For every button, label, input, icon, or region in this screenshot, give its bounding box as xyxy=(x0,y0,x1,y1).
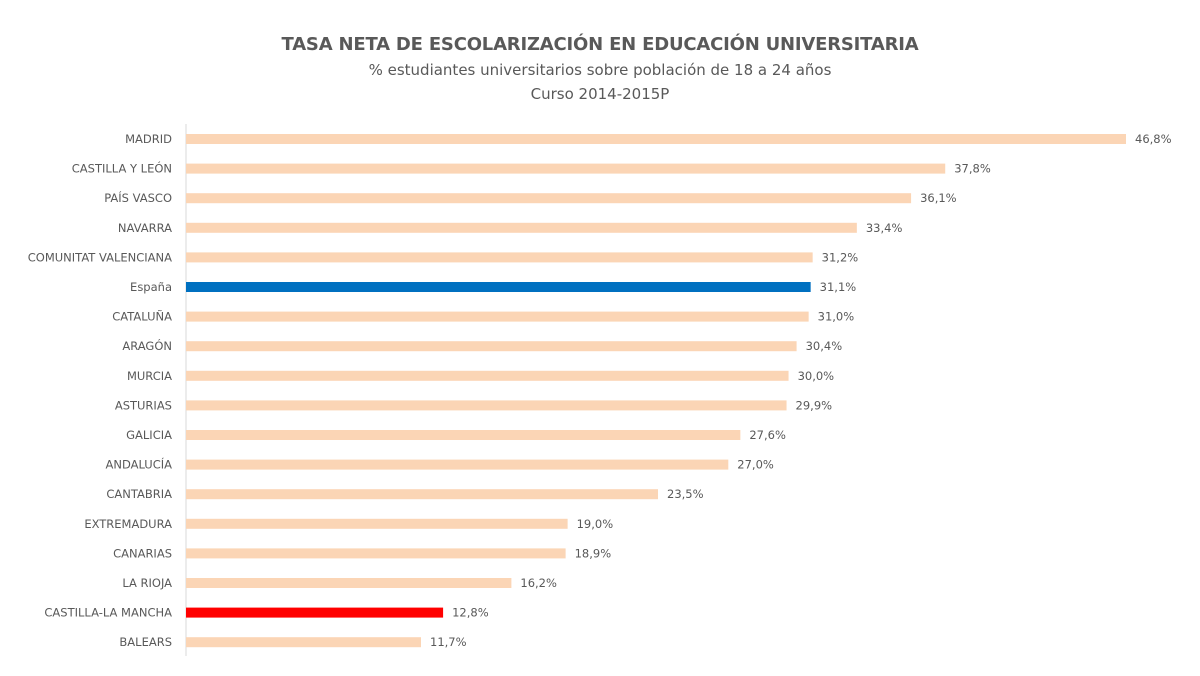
bar-extremadura xyxy=(186,518,568,529)
category-label: ARAGÓN xyxy=(122,338,172,353)
bar-cataluña xyxy=(186,311,809,322)
category-label: MADRID xyxy=(125,132,172,146)
value-label: 19,0% xyxy=(577,517,614,531)
value-label: 12,8% xyxy=(452,606,489,620)
bar-asturias xyxy=(186,400,787,411)
category-label: MURCIA xyxy=(127,369,172,383)
bar-galicia xyxy=(186,430,741,440)
category-label: ASTURIAS xyxy=(115,398,172,412)
bar-españa xyxy=(186,282,811,292)
value-label: 46,8% xyxy=(1135,132,1172,146)
value-label: 30,4% xyxy=(806,339,843,353)
bar-andalucía xyxy=(186,459,729,470)
category-label: LA RIOJA xyxy=(122,576,172,590)
bar-balears xyxy=(186,637,421,648)
bar-castilla-la-mancha xyxy=(186,607,444,618)
value-label: 30,0% xyxy=(798,369,835,383)
bar-comunitat-valenciana xyxy=(186,252,813,263)
value-label: 36,1% xyxy=(920,191,957,205)
chart-subtitle: % estudiantes universitarios sobre pobla… xyxy=(368,61,832,79)
value-label: 18,9% xyxy=(575,546,612,560)
category-label: ANDALUCÍA xyxy=(105,457,172,472)
category-label: España xyxy=(130,280,172,294)
bar-castilla-y-león xyxy=(186,163,946,174)
chart-title: TASA NETA DE ESCOLARIZACIÓN EN EDUCACIÓN… xyxy=(281,34,919,55)
category-label: BALEARS xyxy=(119,635,172,649)
bar-cantabria xyxy=(186,489,659,500)
bar-país-vasco xyxy=(186,193,912,204)
category-label: CASTILLA-LA MANCHA xyxy=(44,606,172,620)
value-label: 27,6% xyxy=(749,428,786,442)
bar-canarias xyxy=(186,548,566,559)
bar-madrid xyxy=(186,134,1126,144)
category-label: CASTILLA Y LEÓN xyxy=(72,161,172,176)
category-label: NAVARRA xyxy=(118,221,172,235)
value-label: 37,8% xyxy=(954,162,991,176)
category-label: GALICIA xyxy=(126,428,172,442)
value-label: 11,7% xyxy=(430,635,467,649)
value-label: 31,2% xyxy=(822,250,859,264)
category-label: CANARIAS xyxy=(113,546,172,560)
bar-murcia xyxy=(186,370,789,381)
value-label: 31,0% xyxy=(818,310,855,324)
bar-la-rioja xyxy=(186,578,512,588)
category-label: COMUNITAT VALENCIANA xyxy=(28,250,172,264)
chart-titles: TASA NETA DE ESCOLARIZACIÓN EN EDUCACIÓN… xyxy=(0,34,1200,103)
bar-navarra xyxy=(186,222,857,233)
category-label: CATALUÑA xyxy=(112,309,172,324)
category-label: PAÍS VASCO xyxy=(104,190,172,205)
value-label: 33,4% xyxy=(866,221,903,235)
value-label: 31,1% xyxy=(820,280,857,294)
category-label: EXTREMADURA xyxy=(84,517,172,531)
category-label: CANTABRIA xyxy=(106,487,172,501)
chart-subtitle-course: Curso 2014-2015P xyxy=(530,85,670,103)
value-label: 27,0% xyxy=(737,458,774,472)
value-label: 23,5% xyxy=(667,487,704,501)
value-label: 16,2% xyxy=(520,576,557,590)
bar-aragón xyxy=(186,341,797,352)
value-label: 29,9% xyxy=(796,398,833,412)
